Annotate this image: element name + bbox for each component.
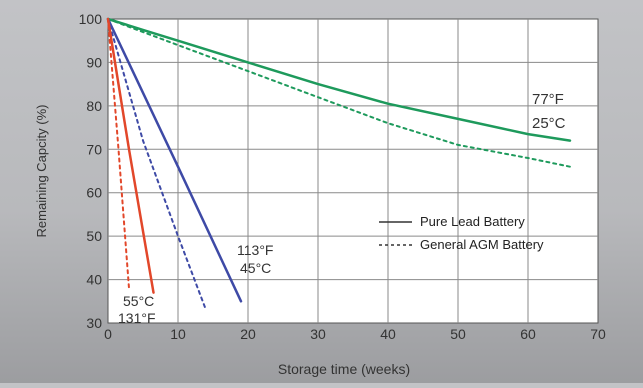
series-line-25C-agm — [107, 18, 571, 168]
x-tick-label: 10 — [170, 326, 186, 342]
temperature-label-45c: 113°F 45°C — [237, 242, 273, 276]
x-tick-label: 70 — [590, 326, 606, 342]
y-tick-label: 40 — [86, 272, 102, 288]
temp-label-25c: 25°C — [532, 115, 566, 132]
series-line-25C-pure-lead — [106, 17, 572, 142]
series-line-45C-agm — [107, 18, 207, 311]
temp-label-113f: 113°F — [237, 242, 273, 258]
legend: Pure Lead Battery General AGM Battery — [379, 214, 544, 252]
x-tick-label: 40 — [380, 326, 396, 342]
y-tick-label: 30 — [86, 315, 102, 331]
y-axis-title: Remaining Capcity (%) — [34, 105, 49, 238]
legend-item-pure-lead: Pure Lead Battery — [420, 214, 525, 229]
temp-label-45c: 45°C — [240, 260, 271, 276]
series-line-55C-pure-lead — [106, 17, 155, 294]
tick-labels: 0 10 20 30 40 50 60 70 30 40 50 60 70 80 90 100 — [79, 11, 606, 342]
temperature-label-55c: 55°C 131°F — [118, 293, 156, 326]
x-tick-label: 0 — [104, 326, 112, 342]
y-tick-label: 100 — [79, 11, 103, 27]
temp-label-77f: 77°F — [532, 91, 564, 108]
grid-lines — [108, 19, 598, 323]
temp-label-131f: 131°F — [118, 310, 156, 326]
y-tick-label: 60 — [86, 185, 102, 201]
y-tick-label: 90 — [86, 54, 102, 70]
x-tick-label: 50 — [450, 326, 466, 342]
x-tick-label: 20 — [240, 326, 256, 342]
series-line-45C-pure-lead — [106, 17, 243, 303]
x-axis-title: Storage time (weeks) — [278, 361, 410, 377]
y-tick-label: 70 — [86, 141, 102, 157]
x-tick-label: 30 — [310, 326, 326, 342]
x-tick-label: 60 — [520, 326, 536, 342]
temp-label-55c: 55°C — [123, 293, 154, 309]
plot-area — [107, 18, 599, 324]
series-lines — [106, 17, 572, 311]
y-tick-label: 80 — [86, 98, 102, 114]
legend-item-agm: General AGM Battery — [420, 237, 544, 252]
series-line-55C-agm — [107, 18, 130, 290]
y-tick-label: 50 — [86, 228, 102, 244]
temperature-label-25c: 77°F 25°C — [532, 91, 566, 132]
